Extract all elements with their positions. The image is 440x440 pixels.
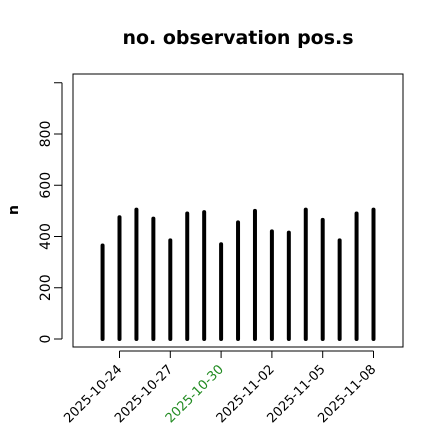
y-axis: 0 200 400 600 800	[38, 82, 63, 344]
chart-title: no. observation pos.s	[122, 27, 353, 49]
y-tick-label: 600	[38, 172, 54, 199]
y-tick-label: 800	[38, 121, 54, 148]
plot-frame	[72, 73, 404, 348]
y-tick-label: 400	[38, 223, 54, 250]
y-axis-label: n	[6, 205, 22, 215]
y-tick-label: 0	[38, 335, 54, 344]
y-tick-label: 200	[38, 274, 54, 301]
x-axis: 2025-10-242025-10-272025-10-302025-11-02…	[61, 350, 379, 426]
bars	[100, 207, 376, 341]
